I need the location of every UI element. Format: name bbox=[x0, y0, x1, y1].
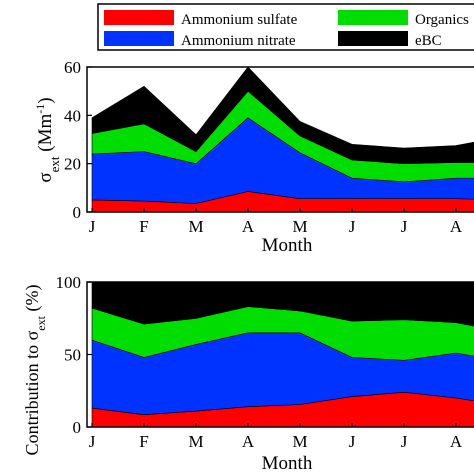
x-tick-label: A bbox=[242, 217, 255, 236]
legend-swatch-ammonium-nitrate bbox=[104, 31, 174, 46]
x-tick-label: F bbox=[139, 217, 148, 236]
y-tick-label: 60 bbox=[64, 58, 81, 77]
x-tick-label: J bbox=[401, 217, 408, 236]
x-tick-label: M bbox=[292, 432, 307, 451]
y-tick-label: 20 bbox=[64, 155, 81, 174]
x-tick-label: M bbox=[188, 217, 203, 236]
top-y-axis-label: σext (Mm-1) bbox=[33, 97, 62, 182]
panel-contribution: 050100JFMAMJJASONDMonth bbox=[56, 273, 474, 474]
y-tick-label: 0 bbox=[73, 203, 82, 222]
x-tick-label: J bbox=[401, 432, 408, 451]
legend-swatch-ammonium-sulfate bbox=[104, 10, 174, 25]
x-axis-label: Month bbox=[262, 235, 313, 256]
legend: Ammonium sulfate Organics Ammonium nitra… bbox=[97, 3, 474, 51]
x-tick-label: A bbox=[450, 217, 463, 236]
legend-label-ebc: eBC bbox=[415, 33, 442, 49]
x-tick-label: F bbox=[139, 432, 148, 451]
y-tick-label: 0 bbox=[73, 418, 82, 437]
x-tick-label: J bbox=[349, 217, 356, 236]
panel-extinction: 0204060JFMAMJJASONDMonth bbox=[64, 58, 474, 256]
legend-swatch-organics bbox=[338, 10, 408, 25]
x-tick-label: M bbox=[292, 217, 307, 236]
x-axis-label: Month bbox=[262, 453, 313, 474]
legend-label-organics: Organics bbox=[415, 12, 469, 28]
x-tick-label: J bbox=[89, 217, 96, 236]
y-tick-label: 50 bbox=[64, 346, 81, 365]
x-tick-label: J bbox=[349, 432, 356, 451]
x-tick-label: A bbox=[450, 432, 463, 451]
legend-swatch-ebc bbox=[338, 31, 408, 46]
area-ebc bbox=[91, 67, 474, 165]
plot-frame bbox=[86, 66, 474, 213]
x-tick-label: J bbox=[89, 432, 96, 451]
y-tick-label: 100 bbox=[56, 273, 82, 292]
x-tick-label: M bbox=[188, 432, 203, 451]
y-tick-label: 40 bbox=[64, 106, 81, 125]
x-tick-label: A bbox=[242, 432, 255, 451]
bottom-y-axis-label: Contribution to σext (%) bbox=[22, 285, 48, 456]
legend-label-ammonium-nitrate: Ammonium nitrate bbox=[181, 33, 296, 49]
area-ebc bbox=[91, 282, 474, 327]
legend-label-ammonium-sulfate: Ammonium sulfate bbox=[181, 12, 298, 28]
